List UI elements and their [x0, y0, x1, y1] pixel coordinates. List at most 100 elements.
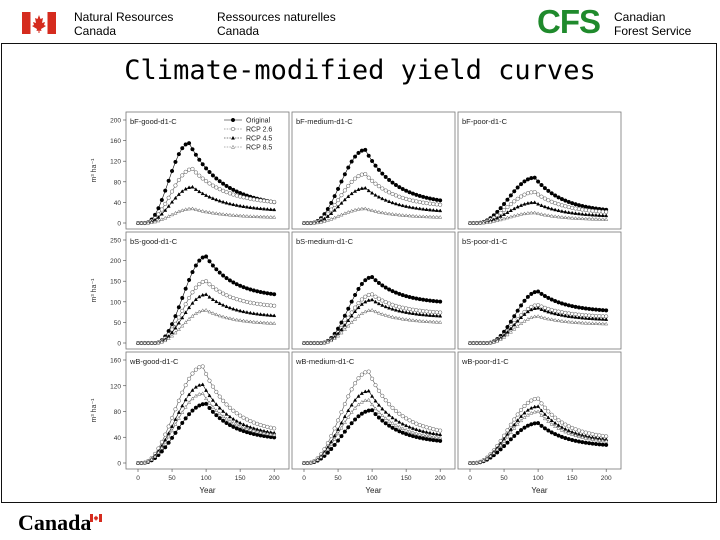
- data-point: [549, 191, 554, 196]
- data-point: [604, 209, 609, 214]
- data-point: [214, 211, 219, 215]
- data-point: [498, 443, 503, 447]
- data-point: [566, 424, 571, 429]
- data-point: [580, 211, 585, 216]
- data-point: [318, 219, 324, 224]
- data-point: [159, 217, 164, 221]
- data-point: [570, 215, 575, 220]
- data-point: [176, 320, 181, 325]
- data-point: [583, 440, 588, 445]
- data-point: [170, 330, 175, 334]
- data-point: [370, 158, 375, 164]
- data-point: [431, 207, 436, 212]
- data-point: [353, 309, 358, 314]
- data-point: [221, 188, 226, 193]
- data-point: [438, 320, 443, 324]
- data-point: [190, 147, 195, 152]
- data-point: [187, 305, 192, 310]
- data-point: [187, 392, 192, 397]
- data-point: [376, 301, 381, 306]
- data-point: [556, 426, 561, 430]
- data-point: [366, 175, 371, 180]
- data-point: [173, 430, 178, 435]
- data-point: [336, 427, 341, 431]
- data-point: [434, 435, 439, 439]
- data-point: [244, 319, 249, 323]
- data-point: [349, 387, 354, 392]
- data-point: [525, 412, 530, 417]
- data-point: [400, 195, 405, 200]
- data-point: [176, 192, 181, 196]
- data-point: [204, 371, 209, 377]
- data-point: [183, 286, 188, 291]
- data-point: [525, 316, 530, 321]
- data-point: [373, 181, 378, 186]
- data-point: [305, 220, 310, 225]
- cfs-logo: CFS: [537, 3, 601, 40]
- data-point: [224, 402, 229, 407]
- data-point: [590, 437, 595, 441]
- data-point: [346, 318, 351, 323]
- data-point: [553, 214, 558, 218]
- data-point: [576, 305, 582, 310]
- data-point: [339, 420, 344, 425]
- data-point: [193, 187, 198, 191]
- data-point: [169, 168, 175, 174]
- data-point: [363, 398, 368, 402]
- data-point: [529, 291, 534, 296]
- y-axis-label: m³ ha⁻¹: [91, 278, 98, 303]
- data-point: [505, 324, 510, 330]
- data-point: [268, 425, 273, 430]
- data-point: [376, 402, 381, 407]
- data-point: [532, 175, 537, 180]
- data-point: [255, 214, 260, 219]
- data-point: [512, 199, 517, 204]
- data-point: [566, 314, 571, 318]
- data-point: [519, 203, 524, 207]
- y-tick-label: 120: [110, 383, 121, 390]
- data-point: [346, 323, 351, 328]
- data-point: [467, 220, 473, 225]
- data-point: [404, 306, 409, 311]
- data-point: [424, 430, 429, 434]
- data-point: [532, 421, 537, 426]
- data-point: [427, 426, 433, 431]
- data-point: [488, 219, 493, 224]
- data-point: [593, 321, 599, 325]
- data-point: [241, 429, 246, 434]
- data-point: [342, 429, 347, 434]
- data-point: [404, 310, 409, 314]
- data-point: [407, 429, 412, 433]
- data-point: [217, 198, 222, 203]
- data-point: [176, 327, 181, 331]
- data-point: [549, 297, 554, 302]
- data-point: [255, 289, 260, 294]
- data-point: [163, 338, 168, 343]
- data-point: [335, 326, 341, 331]
- data-point: [238, 424, 243, 428]
- data-point: [356, 207, 361, 211]
- data-point: [163, 208, 168, 212]
- data-point: [342, 188, 347, 193]
- data-point: [495, 338, 500, 343]
- data-point: [346, 209, 351, 214]
- data-point: [336, 214, 341, 218]
- data-point: [600, 438, 605, 443]
- data-point: [255, 311, 260, 316]
- y-tick-label: 0: [117, 221, 121, 228]
- data-point: [532, 210, 537, 215]
- data-point: [251, 319, 256, 324]
- data-point: [515, 308, 520, 313]
- data-point: [556, 208, 561, 213]
- data-point: [387, 177, 392, 183]
- data-point: [474, 340, 479, 345]
- org-name-french: Ressources naturelles Canada: [217, 10, 336, 38]
- data-point: [217, 289, 222, 294]
- data-point: [393, 212, 398, 217]
- data-point: [356, 313, 361, 318]
- data-point: [390, 306, 395, 311]
- data-point: [583, 212, 588, 216]
- data-point: [515, 318, 520, 323]
- data-point: [156, 340, 161, 345]
- data-point: [204, 193, 209, 197]
